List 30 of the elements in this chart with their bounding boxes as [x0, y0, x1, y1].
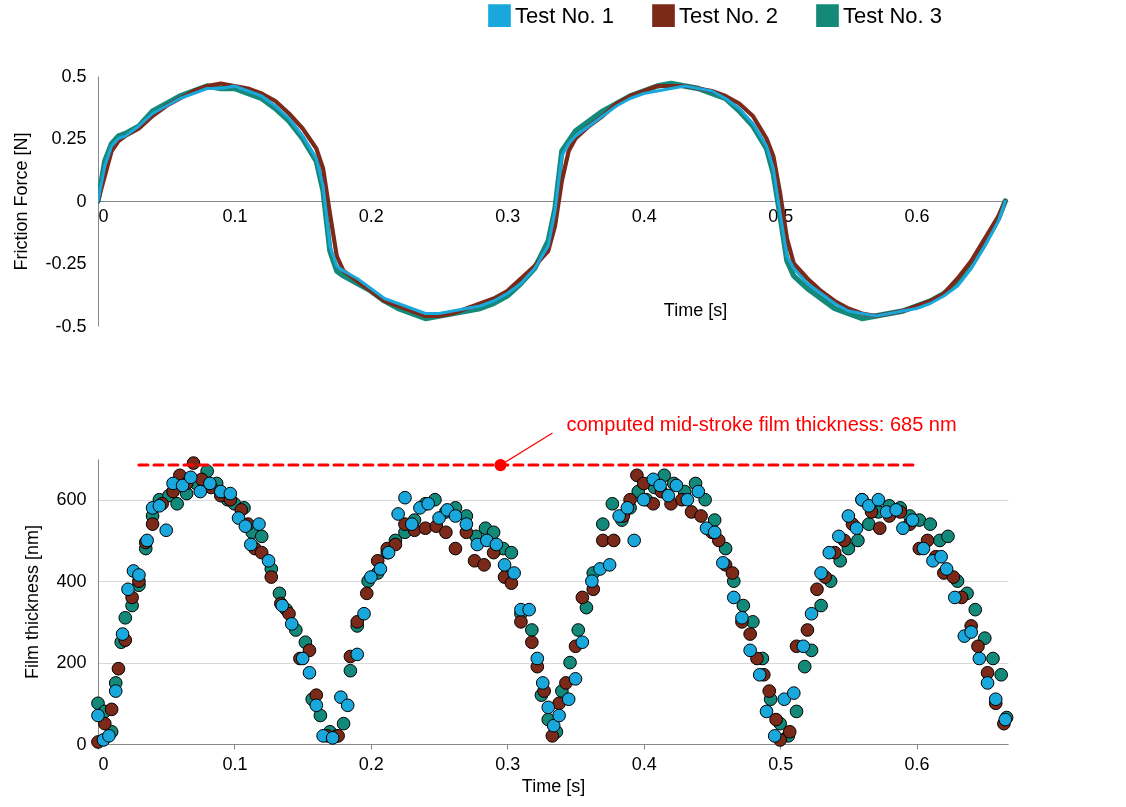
- x-axis-title: Time [s]: [663, 299, 728, 320]
- y-axis-title: Friction Force [N]: [11, 132, 32, 271]
- x-tick-label: 0.2: [358, 205, 384, 226]
- legend-label: Test No. 3: [843, 2, 943, 28]
- y-tick-label: 0.25: [51, 128, 87, 148]
- x-tick-label: 0.6: [904, 205, 930, 226]
- x-tick-label: 0.1: [222, 753, 248, 774]
- legend-label: Test No. 2: [679, 2, 779, 28]
- x-tick-label: 0.1: [222, 205, 248, 226]
- y-tick-label: -0.25: [45, 253, 87, 273]
- x-tick-label: 0.3: [495, 205, 521, 226]
- x-tick-label: 0.2: [358, 753, 384, 774]
- x-tick-label: 0.4: [631, 753, 657, 774]
- y-tick-label: 0: [76, 733, 87, 754]
- y-tick-label: 600: [56, 489, 87, 510]
- y-tick-label: 400: [56, 570, 87, 591]
- x-axis-title: Time [s]: [521, 775, 586, 796]
- x-tick-label: 0.6: [904, 753, 930, 774]
- y-tick-label: 0.5: [61, 65, 87, 86]
- x-tick-label: 0.4: [631, 205, 657, 226]
- annotation: computed mid-stroke film thickness: 685 nm: [566, 413, 957, 436]
- y-tick-label: 200: [56, 652, 87, 673]
- x-tick-label: 0: [98, 205, 109, 226]
- x-tick-label: 0: [98, 753, 109, 774]
- x-tick-label: 0.3: [495, 753, 521, 774]
- y-axis-title: Film thickness [nm]: [22, 524, 43, 680]
- x-tick-label: 0.5: [768, 753, 794, 774]
- legend-label: Test No. 1: [515, 2, 615, 28]
- y-tick-label: 0: [76, 190, 87, 211]
- y-tick-label: -0.5: [55, 315, 87, 336]
